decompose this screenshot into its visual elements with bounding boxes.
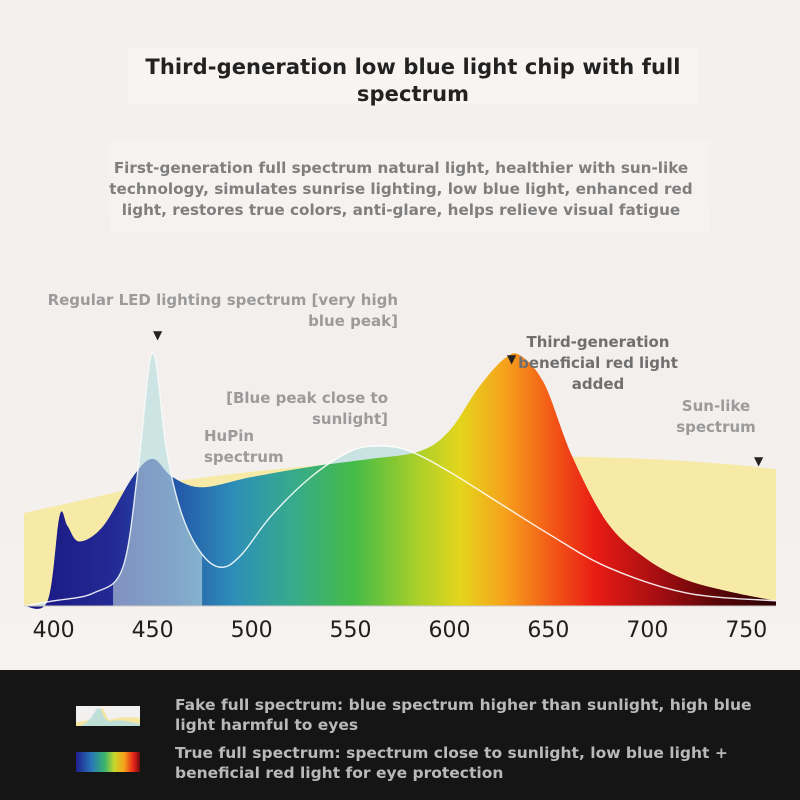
fake-spectrum-legend: Fake full spectrum: blue spectrum higher…	[175, 696, 752, 734]
sun-like-pointer-icon: ▼	[754, 454, 764, 468]
x-tick-label: 700	[626, 618, 668, 643]
regular-led-spectrum-line	[23, 352, 777, 607]
x-tick-label: 650	[527, 618, 569, 643]
x-tick-label: 750	[725, 618, 767, 643]
subtitle-panel	[110, 140, 710, 232]
sun-like-annotation: Sun-like spectrum	[676, 397, 756, 436]
page-title: Third-generation low blue light chip wit…	[145, 55, 681, 106]
red-light-pointer-icon: ▼	[507, 352, 517, 366]
legend-panel: Fake full spectrum: blue spectrum higher…	[0, 670, 800, 800]
regular-led-pointer-icon: ▼	[153, 328, 163, 342]
spectrum-chart: 400 450 500 550 600 650 700 750	[23, 352, 777, 643]
hupin-annotation: HuPin spectrum	[204, 427, 284, 466]
x-tick-label: 550	[330, 618, 372, 643]
blue-peak-highlight	[113, 353, 203, 606]
x-tick-label: 500	[231, 618, 273, 643]
true-spectrum-swatch	[76, 752, 140, 772]
title-panel	[128, 48, 698, 104]
true-spectrum-legend: True full spectrum: spectrum close to su…	[175, 744, 728, 782]
x-tick-label: 450	[132, 618, 174, 643]
red-light-annotation: Third-generation beneficial red light ad…	[518, 333, 678, 393]
fake-spectrum-swatch	[76, 706, 140, 726]
x-tick-label: 400	[33, 618, 75, 643]
subtitle-text: First-generation full spectrum natural l…	[109, 159, 693, 219]
blue-peak-annotation: [Blue peak close to sunlight]	[226, 389, 388, 428]
x-tick-label: 600	[428, 618, 470, 643]
hupin-spectrum-area	[24, 353, 776, 609]
regular-led-annotation: Regular LED lighting spectrum [very high…	[47, 291, 398, 330]
